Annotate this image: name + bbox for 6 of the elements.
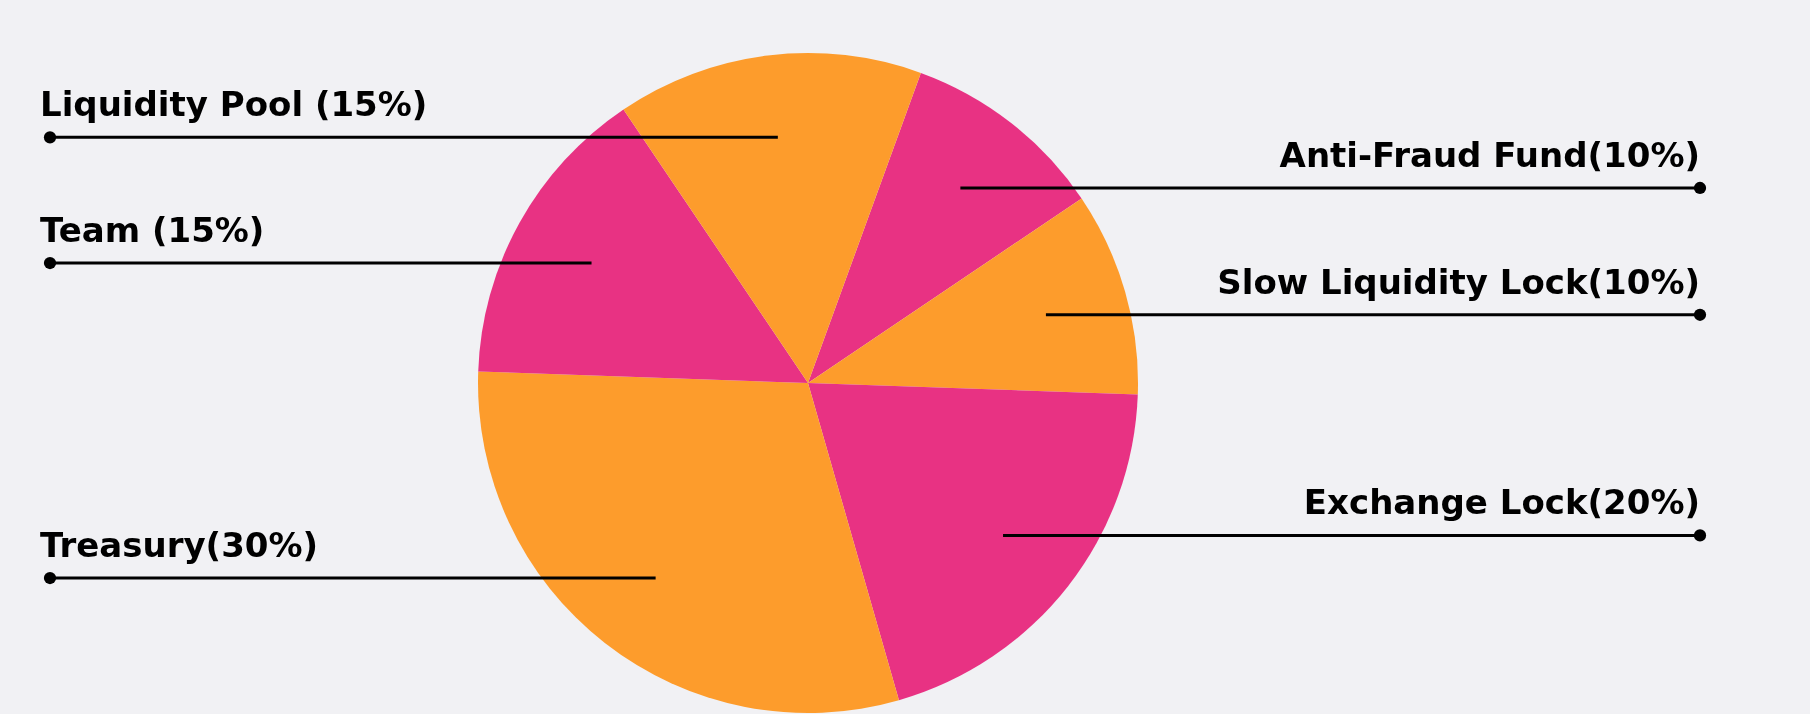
slice-label: Anti-Fraud Fund(10%) [1279,134,1700,175]
slice-label: Team (15%) [40,210,265,251]
slice-label: Liquidity Pool (15%) [40,84,428,125]
slice-label: Slow Liquidity Lock(10%) [1217,261,1700,302]
slice-label: Treasury(30%) [40,525,319,566]
slice-label: Exchange Lock(20%) [1303,482,1700,523]
